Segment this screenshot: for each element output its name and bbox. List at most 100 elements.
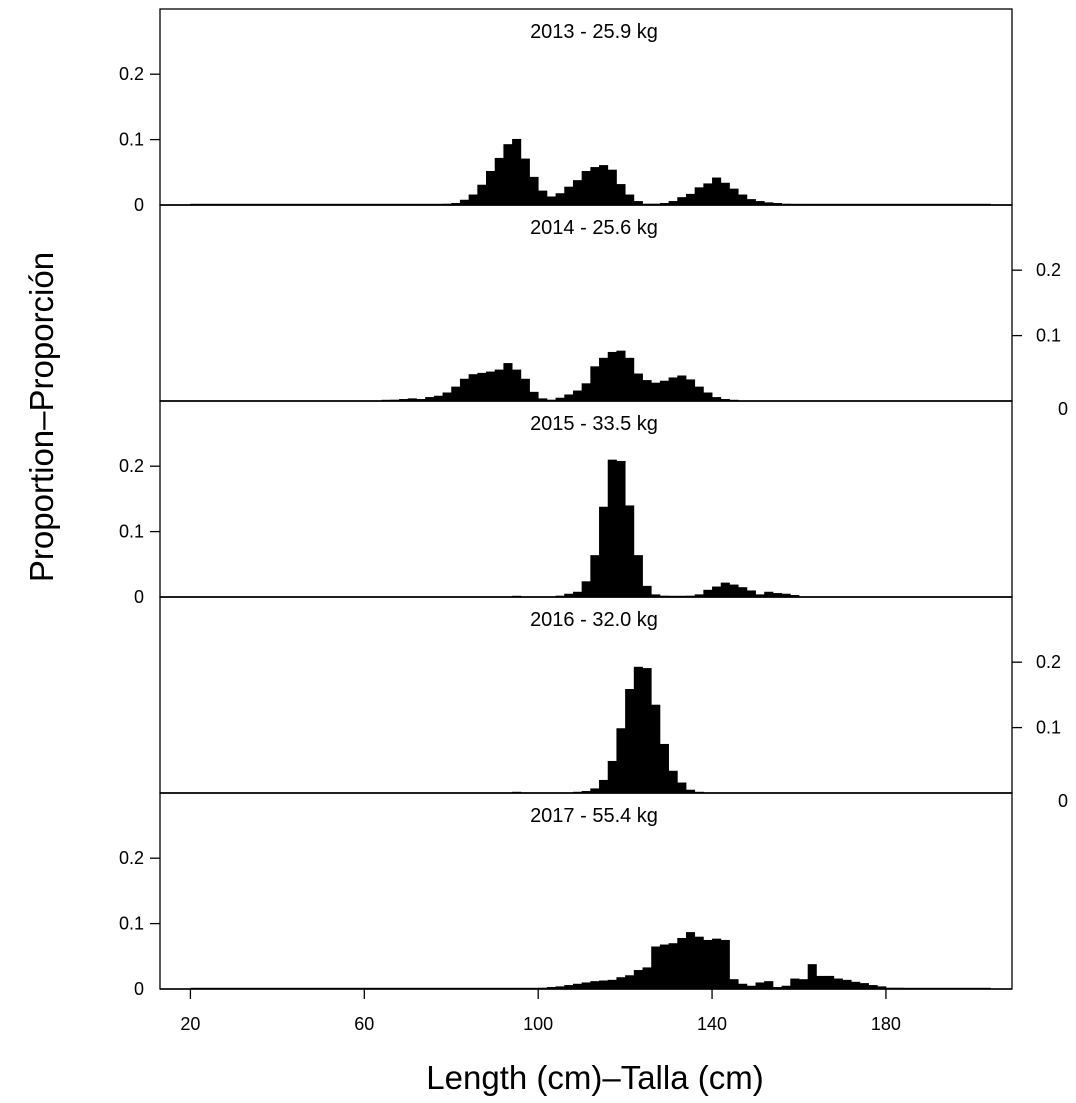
histogram-bar <box>625 505 635 597</box>
histogram-bar <box>599 357 609 401</box>
histogram-bar <box>546 987 556 989</box>
histogram-bar <box>416 399 426 401</box>
y-tick-label: 0.2 <box>119 64 144 84</box>
histogram-bar <box>607 351 617 401</box>
histogram-bar <box>833 978 843 989</box>
y-tick-label: 0.1 <box>119 522 144 542</box>
histogram-bar <box>581 170 591 205</box>
histogram-bar <box>616 728 626 793</box>
histogram-bar <box>451 386 461 401</box>
histogram-bar <box>520 378 530 401</box>
histogram-bar <box>746 985 756 989</box>
histogram-bar <box>555 986 565 989</box>
histogram-bar <box>720 182 730 205</box>
histogram-bar <box>685 932 696 989</box>
histogram-bar <box>590 366 600 401</box>
histogram-bar <box>668 770 678 793</box>
y-tick-label: 0.2 <box>119 848 144 868</box>
y-tick-label: 0 <box>134 979 144 999</box>
histogram-bar <box>625 357 635 401</box>
histogram-bar <box>538 398 548 401</box>
histogram-bar <box>564 985 574 989</box>
histogram-bar <box>581 982 591 989</box>
histogram-bar <box>625 194 635 205</box>
histogram-bar <box>572 591 583 597</box>
histogram-bar <box>807 964 817 989</box>
histogram-bar <box>599 165 609 205</box>
histogram-bar <box>451 203 461 205</box>
histogram-bar <box>599 779 609 793</box>
histogram-bar <box>616 977 626 989</box>
histogram-bar <box>607 760 617 793</box>
histogram-bar <box>764 981 774 989</box>
histogram-bar <box>512 369 522 401</box>
y-axis-title: Proportion–Proporción <box>23 252 60 582</box>
y-tick-label: 0.1 <box>1036 326 1061 346</box>
histogram-bar <box>616 184 626 205</box>
histogram-bar <box>529 176 539 205</box>
histogram-bar <box>581 581 591 597</box>
panel-title: 2016 - 32.0 kg <box>530 609 658 631</box>
histogram-bar <box>703 183 713 205</box>
histogram-bar <box>633 555 643 597</box>
histogram-bar <box>781 593 791 597</box>
y-tick-label: 0 <box>134 587 144 607</box>
panel-4: 2016 - 32.0 kg 0 0.1 0.2 <box>159 596 1068 811</box>
histogram-bar <box>720 939 730 989</box>
histogram-bar <box>859 983 869 989</box>
y-tick-label: 0 <box>134 195 144 215</box>
histogram-bar <box>703 939 713 989</box>
panel-2: 2014 - 25.6 kg 0 0.1 0.2 <box>159 204 1068 419</box>
histogram-bar <box>755 982 765 989</box>
histogram-bar <box>555 397 565 401</box>
histogram-bar <box>790 595 800 597</box>
histogram-bar <box>668 377 678 401</box>
histogram-bar <box>668 943 678 989</box>
histogram-bar <box>755 594 765 597</box>
histogram-bar <box>512 138 522 205</box>
y-tick-label: 0.1 <box>119 914 144 934</box>
histogram-bar <box>738 587 748 597</box>
x-tick-label: 140 <box>697 1014 727 1034</box>
histogram-bar <box>772 593 783 597</box>
x-axis-title: Length (cm)–Talla (cm) <box>426 1059 763 1096</box>
histogram-bar <box>520 158 530 205</box>
histogram-bar <box>633 970 643 989</box>
histogram-bar <box>720 399 730 401</box>
histogram-bar <box>625 689 635 793</box>
histogram-bar <box>651 382 661 401</box>
histogram-bar <box>781 985 791 989</box>
panel-1: 2013 - 25.9 kg 0 0.1 0.2 <box>119 8 1013 215</box>
histogram-bar <box>746 199 756 205</box>
histogram-bar <box>503 144 513 205</box>
histogram-bar <box>659 380 669 401</box>
histogram-bar <box>729 979 739 989</box>
histogram-bar <box>599 980 609 989</box>
histogram-bar <box>477 184 487 205</box>
histogram-bar <box>825 975 835 989</box>
histogram-bar <box>790 978 800 989</box>
histogram-bar <box>529 391 539 401</box>
histogram-bar <box>590 788 600 793</box>
histogram-bar <box>572 180 583 205</box>
histogram-bar <box>564 394 574 401</box>
histogram-bar <box>651 946 661 989</box>
histogram-bar <box>642 668 652 793</box>
histogram-bar <box>712 938 722 989</box>
histogram-bar <box>459 378 470 401</box>
histogram-bar <box>816 975 826 989</box>
histogram-bar <box>703 392 713 401</box>
histogram-bar <box>746 590 756 597</box>
histogram-bar <box>868 985 878 989</box>
histogram-bar <box>677 937 687 989</box>
x-tick-label: 180 <box>871 1014 901 1034</box>
histogram-bar <box>842 979 852 989</box>
histogram-bar <box>590 981 600 989</box>
histogram-bar <box>616 350 626 401</box>
histogram-bar <box>720 582 730 597</box>
histogram-bar <box>477 372 487 401</box>
y-tick-label: 0.1 <box>1036 718 1061 738</box>
histogram-bar <box>590 167 600 205</box>
histogram-bar <box>729 584 739 597</box>
histogram-bar <box>712 177 722 205</box>
